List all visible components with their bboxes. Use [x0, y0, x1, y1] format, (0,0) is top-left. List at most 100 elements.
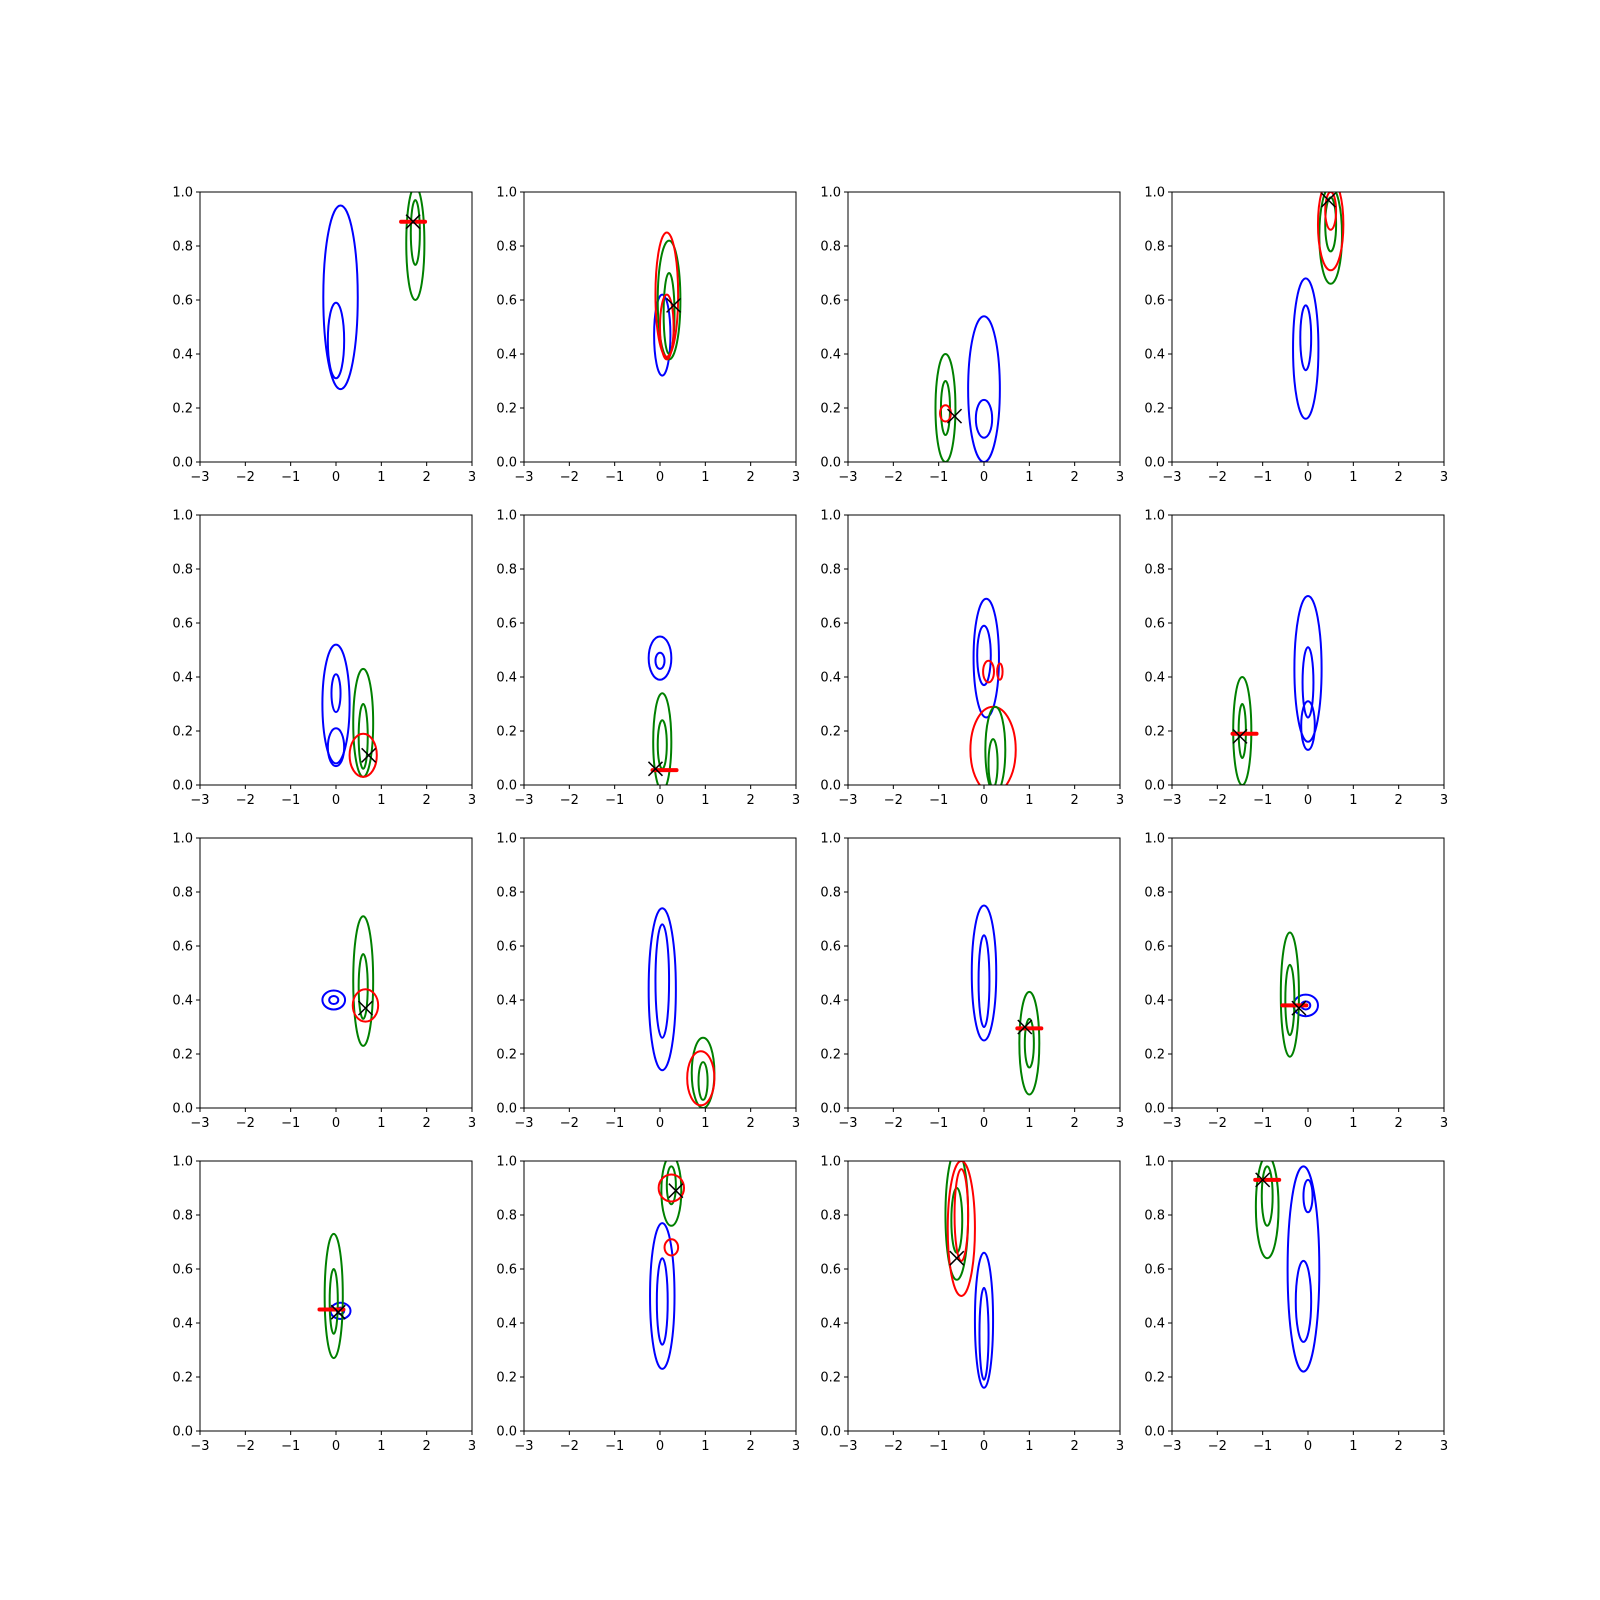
- x-marker: [361, 747, 377, 763]
- green-contour: [357, 953, 369, 1020]
- plot-area: [1292, 192, 1345, 420]
- x-tick-label: −3: [838, 470, 857, 485]
- x-marker: [1320, 192, 1336, 208]
- x-tick-label: 0: [656, 793, 664, 808]
- subplot-14: −3 −2 −1 0 1 2 3 0.0 0.2 0.4 0.6 0.8 1.0: [496, 1155, 800, 1455]
- red-contour: [953, 1168, 970, 1262]
- red-contour: [1324, 192, 1338, 231]
- x-tick-label: −2: [884, 1116, 903, 1131]
- red-contour: [351, 988, 380, 1023]
- blue-contour: [978, 1286, 990, 1381]
- x-tick-label: 2: [747, 793, 755, 808]
- red-contour: [969, 705, 1017, 785]
- x-tick-label: −3: [838, 1439, 857, 1454]
- x-tick-label: −3: [1162, 793, 1181, 808]
- x-tick-label: −1: [1253, 1439, 1272, 1454]
- x-tick-label: −3: [190, 1116, 209, 1131]
- y-tick-label: 0.8: [1144, 1209, 1165, 1224]
- x-tick-label: 1: [1025, 1439, 1033, 1454]
- x-marker: [1291, 1000, 1307, 1016]
- axes-frame: [199, 514, 473, 786]
- green-contour: [697, 1061, 709, 1101]
- y-tick-label: 0.2: [1144, 1048, 1165, 1063]
- y-tick-label: 0.0: [496, 1425, 517, 1440]
- x-marker: [330, 1304, 346, 1320]
- y-tick-label: 0.2: [820, 1371, 841, 1386]
- x-tick-label: 1: [377, 1439, 385, 1454]
- blue-contour: [649, 1222, 676, 1370]
- x-tick-label: −2: [560, 793, 579, 808]
- y-tick-label: 1.0: [820, 186, 841, 201]
- x-tick-label: −3: [514, 793, 533, 808]
- y-tick-label: 0.4: [172, 1317, 193, 1332]
- blue-contour: [976, 624, 992, 687]
- red-contour: [946, 1161, 976, 1297]
- x-tick-label: 2: [423, 470, 431, 485]
- y-tick-label: 0.6: [820, 940, 841, 955]
- y-tick-label: 1.0: [172, 1155, 193, 1170]
- y-tick-label: 1.0: [496, 1155, 517, 1170]
- x-tick-label: −2: [1208, 470, 1227, 485]
- blue-contour: [647, 907, 677, 1072]
- blue-contour: [970, 904, 998, 1042]
- x-tick-label: 2: [747, 470, 755, 485]
- y-tick-label: 0.0: [172, 1102, 193, 1117]
- blue-contour: [328, 994, 340, 1006]
- y-tick-label: 0.6: [496, 1263, 517, 1278]
- x-marker: [647, 761, 663, 777]
- subplot-9: −3 −2 −1 0 1 2 3 0.0 0.2 0.4 0.6 0.8 1.0: [172, 832, 476, 1132]
- axes-frame: [847, 1160, 1121, 1432]
- y-tick-label: 0.6: [496, 294, 517, 309]
- blue-contour: [977, 934, 991, 1028]
- y-tick-label: 1.0: [1144, 186, 1165, 201]
- blue-contour: [1302, 1178, 1314, 1214]
- y-tick-label: 0.8: [820, 886, 841, 901]
- y-tick-label: 0.2: [1144, 402, 1165, 417]
- plot-area: [944, 1161, 995, 1389]
- x-tick-label: −3: [514, 1116, 533, 1131]
- x-tick-label: −1: [929, 793, 948, 808]
- blue-contour: [321, 989, 347, 1011]
- y-tick-label: 0.4: [172, 348, 193, 363]
- y-tick-label: 0.8: [1144, 886, 1165, 901]
- axes-frame: [199, 1160, 473, 1432]
- x-tick-label: 0: [332, 470, 340, 485]
- x-tick-label: −2: [560, 470, 579, 485]
- x-tick-label: −2: [560, 1116, 579, 1131]
- y-tick-label: 0.8: [496, 886, 517, 901]
- x-tick-label: −3: [838, 793, 857, 808]
- y-tick-label: 1.0: [172, 832, 193, 847]
- x-tick-label: 1: [377, 793, 385, 808]
- x-marker: [1232, 728, 1248, 744]
- x-marker: [947, 408, 963, 424]
- plot-area: [321, 915, 380, 1047]
- plot-area: [321, 643, 378, 778]
- green-contour: [1284, 963, 1296, 1037]
- x-tick-label: 3: [1440, 470, 1448, 485]
- y-tick-label: 1.0: [1144, 1155, 1165, 1170]
- blue-contour: [973, 1251, 995, 1389]
- x-tick-label: 3: [468, 1116, 476, 1131]
- y-tick-label: 0.0: [496, 1102, 517, 1117]
- axes-frame: [1171, 837, 1445, 1109]
- x-tick-label: −2: [884, 793, 903, 808]
- subplot-5: −3 −2 −1 0 1 2 3 0.0 0.2 0.4 0.6 0.8 1.0: [172, 509, 476, 809]
- subplot-2: −3 −2 −1 0 1 2 3 0.0 0.2 0.4 0.6 0.8 1.0: [496, 186, 800, 486]
- subplot-7: −3 −2 −1 0 1 2 3 0.0 0.2 0.4 0.6 0.8 1.0: [820, 509, 1124, 809]
- subplot-12: −3 −2 −1 0 1 2 3 0.0 0.2 0.4 0.6 0.8 1.0: [1144, 832, 1448, 1132]
- x-tick-label: 3: [468, 1439, 476, 1454]
- x-tick-label: −1: [605, 793, 624, 808]
- y-tick-label: 0.0: [820, 779, 841, 794]
- y-tick-label: 0.6: [820, 617, 841, 632]
- x-tick-label: −2: [884, 470, 903, 485]
- y-tick-label: 1.0: [496, 186, 517, 201]
- x-tick-label: 0: [656, 1116, 664, 1131]
- blue-contour: [1299, 304, 1313, 372]
- green-contour: [987, 738, 999, 785]
- x-tick-label: 0: [980, 1439, 988, 1454]
- x-tick-label: 1: [1025, 1116, 1033, 1131]
- y-tick-label: 0.0: [496, 456, 517, 471]
- red-contour: [654, 231, 680, 358]
- x-marker: [949, 1250, 965, 1266]
- x-marker: [666, 297, 682, 313]
